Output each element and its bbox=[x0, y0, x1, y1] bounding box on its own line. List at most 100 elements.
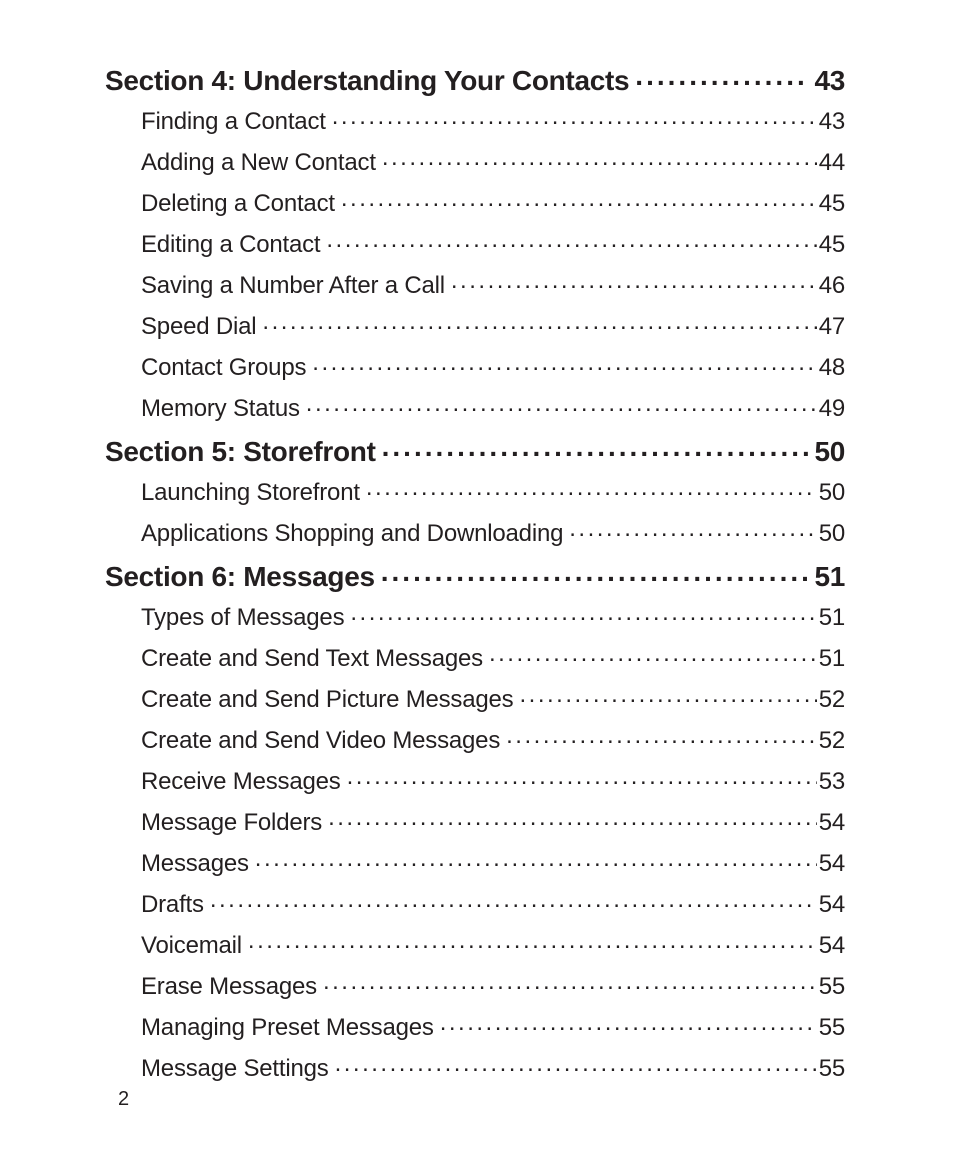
toc-entry-line: Create and Send Video Messages52 bbox=[105, 724, 845, 753]
toc-title: Drafts bbox=[141, 893, 210, 917]
toc-page-number: 50 bbox=[817, 481, 845, 505]
toc-entry-line: Messages 54 bbox=[105, 847, 845, 876]
toc-title: Message Settings bbox=[141, 1057, 335, 1081]
toc-leader-dots bbox=[323, 970, 817, 994]
toc-page-number: 51 bbox=[808, 563, 845, 591]
toc-entry-line: Receive Messages 53 bbox=[105, 765, 845, 794]
toc-title: Editing a Contact bbox=[141, 233, 326, 257]
toc-page-number: 55 bbox=[817, 975, 845, 999]
toc-entry-line: Speed Dial 47 bbox=[105, 310, 845, 339]
toc-title: Section 6: Messages bbox=[105, 563, 381, 591]
toc-entry-line: Managing Preset Messages 55 bbox=[105, 1011, 845, 1040]
toc-entry-line: Saving a Number After a Call 46 bbox=[105, 269, 845, 298]
toc-page-number: 49 bbox=[817, 397, 845, 421]
toc-title: Memory Status bbox=[141, 397, 306, 421]
toc-leader-dots bbox=[210, 888, 817, 912]
toc-leader-dots bbox=[382, 433, 809, 461]
toc-entry-line: Launching Storefront 50 bbox=[105, 476, 845, 505]
toc-page-number: 55 bbox=[817, 1016, 845, 1040]
toc-page-number: 48 bbox=[817, 356, 845, 380]
toc-page-number: 43 bbox=[817, 110, 845, 134]
toc-entry-line: Create and Send Picture Messages 52 bbox=[105, 683, 845, 712]
toc-entry-line: Erase Messages 55 bbox=[105, 970, 845, 999]
toc-page-number: 53 bbox=[817, 770, 845, 794]
toc-title: Deleting a Contact bbox=[141, 192, 341, 216]
toc-page-number: 55 bbox=[817, 1057, 845, 1081]
toc-page-number: 54 bbox=[817, 893, 845, 917]
footer-page-number: 2 bbox=[118, 1088, 129, 1111]
toc-page-number: 46 bbox=[817, 274, 845, 298]
toc-leader-dots bbox=[255, 847, 817, 871]
toc-page-number: 51 bbox=[817, 647, 845, 671]
toc-leader-dots bbox=[366, 476, 817, 500]
toc-section-line: Section 6: Messages 51 bbox=[105, 558, 845, 591]
toc-entry-line: Voicemail 54 bbox=[105, 929, 845, 958]
toc-title: Receive Messages bbox=[141, 770, 347, 794]
toc-leader-dots bbox=[262, 310, 816, 334]
toc-leader-dots bbox=[382, 146, 817, 170]
toc-entry-line: Finding a Contact 43 bbox=[105, 105, 845, 134]
toc-title: Create and Send Text Messages bbox=[141, 647, 489, 671]
toc-page-number: 54 bbox=[817, 811, 845, 835]
toc-leader-dots bbox=[451, 269, 817, 293]
toc-leader-dots bbox=[440, 1011, 817, 1035]
toc-entry-line: Message Folders 54 bbox=[105, 806, 845, 835]
toc-title: Launching Storefront bbox=[141, 481, 366, 505]
toc-title: Applications Shopping and Downloading bbox=[141, 522, 569, 546]
toc-page-number: 45 bbox=[817, 192, 845, 216]
toc-page-number: 44 bbox=[817, 151, 845, 175]
toc-entry-line: Drafts 54 bbox=[105, 888, 845, 917]
toc-leader-dots bbox=[328, 806, 817, 830]
toc-page-number: 52 bbox=[817, 688, 845, 712]
toc-page-number: 45 bbox=[817, 233, 845, 257]
toc-leader-dots bbox=[306, 392, 817, 416]
toc-leader-dots bbox=[312, 351, 816, 375]
toc-page-number: 51 bbox=[817, 606, 845, 630]
toc-title: Erase Messages bbox=[141, 975, 323, 999]
toc-page-number: 50 bbox=[808, 438, 845, 466]
toc-leader-dots bbox=[569, 517, 816, 541]
toc-section-line: Section 5: Storefront 50 bbox=[105, 433, 845, 466]
toc-entry-line: Adding a New Contact 44 bbox=[105, 146, 845, 175]
toc-entry-line: Deleting a Contact 45 bbox=[105, 187, 845, 216]
toc-leader-dots bbox=[326, 228, 816, 252]
toc-section-line: Section 4: Understanding Your Contacts 43 bbox=[105, 62, 845, 95]
toc-leader-dots bbox=[381, 558, 809, 586]
toc-leader-dots bbox=[332, 105, 817, 129]
toc-leader-dots bbox=[506, 724, 817, 748]
toc-title: Speed Dial bbox=[141, 315, 262, 339]
toc-entry-line: Types of Messages 51 bbox=[105, 601, 845, 630]
toc-leader-dots bbox=[341, 187, 817, 211]
toc-leader-dots bbox=[519, 683, 816, 707]
toc-title: Message Folders bbox=[141, 811, 328, 835]
toc-leader-dots bbox=[350, 601, 816, 625]
toc-page-number: 47 bbox=[817, 315, 845, 339]
toc-page-number: 52 bbox=[817, 729, 845, 753]
toc-title: Managing Preset Messages bbox=[141, 1016, 440, 1040]
toc-title: Contact Groups bbox=[141, 356, 312, 380]
toc-entry-line: Memory Status 49 bbox=[105, 392, 845, 421]
toc-entry-line: Message Settings 55 bbox=[105, 1052, 845, 1081]
toc-title: Adding a New Contact bbox=[141, 151, 382, 175]
toc-leader-dots bbox=[635, 62, 808, 90]
toc-page-number: 50 bbox=[817, 522, 845, 546]
toc-page-number: 43 bbox=[808, 67, 845, 95]
toc-title: Saving a Number After a Call bbox=[141, 274, 451, 298]
toc-title: Create and Send Picture Messages bbox=[141, 688, 519, 712]
toc-title: Section 4: Understanding Your Contacts bbox=[105, 67, 635, 95]
toc-leader-dots bbox=[347, 765, 817, 789]
toc-leader-dots bbox=[248, 929, 817, 953]
toc-entry-line: Create and Send Text Messages 51 bbox=[105, 642, 845, 671]
toc-leader-dots bbox=[335, 1052, 817, 1076]
toc-page-number: 54 bbox=[817, 934, 845, 958]
toc-title: Voicemail bbox=[141, 934, 248, 958]
toc-title: Messages bbox=[141, 852, 255, 876]
toc-leader-dots bbox=[489, 642, 817, 666]
toc-entry-line: Contact Groups 48 bbox=[105, 351, 845, 380]
toc-entry-line: Editing a Contact 45 bbox=[105, 228, 845, 257]
toc-entry-line: Applications Shopping and Downloading 50 bbox=[105, 517, 845, 546]
toc-title: Types of Messages bbox=[141, 606, 350, 630]
toc-page-number: 54 bbox=[817, 852, 845, 876]
toc-title: Section 5: Storefront bbox=[105, 438, 382, 466]
toc-title: Finding a Contact bbox=[141, 110, 332, 134]
